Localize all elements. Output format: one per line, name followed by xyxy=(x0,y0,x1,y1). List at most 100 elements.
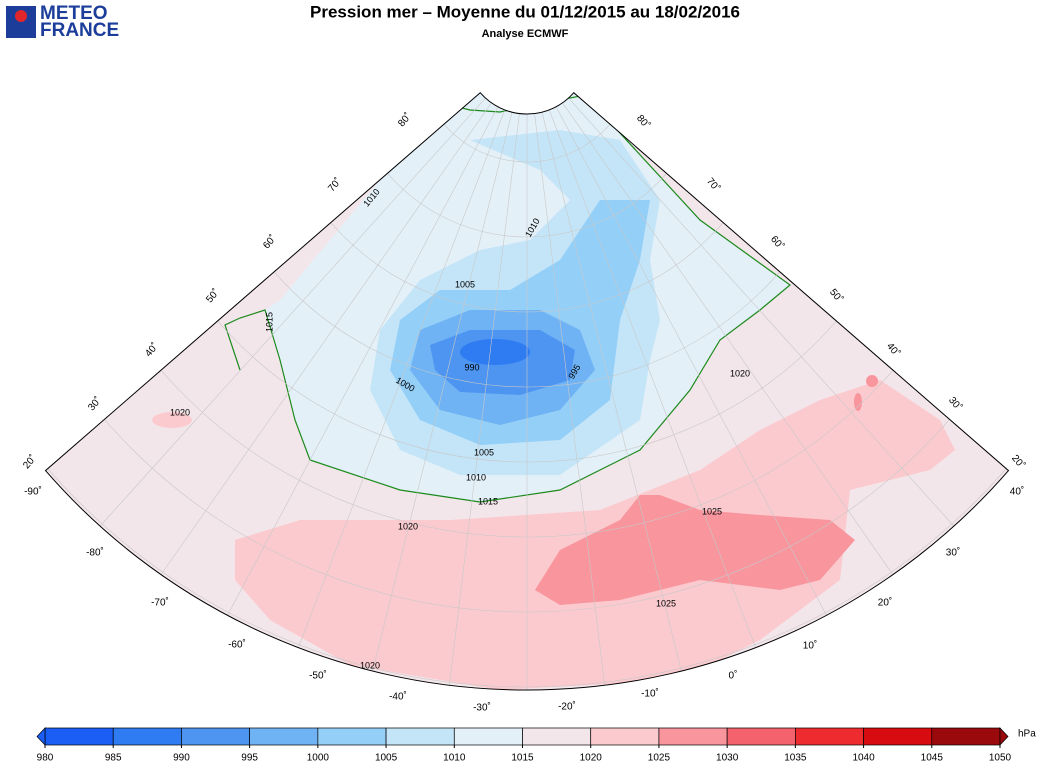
graticule xyxy=(562,102,895,577)
colorbar-tick-label: 995 xyxy=(241,753,258,764)
map-label: 60˚ xyxy=(260,232,278,251)
pressure-region xyxy=(854,393,862,411)
map-label: -80˚ xyxy=(86,547,104,559)
map-label: 80˚ xyxy=(634,112,652,131)
map-label: 20˚ xyxy=(878,597,892,609)
map-label: 30˚ xyxy=(946,547,960,559)
colorbar-tick-label: 980 xyxy=(37,753,54,764)
map-label: 30˚ xyxy=(946,394,964,413)
colorbar-swatch xyxy=(931,727,1001,746)
map-label: -90˚ xyxy=(24,486,42,498)
colorbar-tick-label: 1045 xyxy=(921,753,944,764)
colorbar-swatch xyxy=(590,727,660,746)
map-label: 1020 xyxy=(170,407,190,417)
map-label: -60˚ xyxy=(228,639,246,651)
map-label: 1010 xyxy=(466,472,486,482)
graticule xyxy=(448,113,520,688)
graticule xyxy=(568,97,956,528)
colorbar-tick-label: 1035 xyxy=(784,753,807,764)
map-label: 1020 xyxy=(730,368,750,378)
colorbar-tick-label: 1000 xyxy=(307,753,330,764)
map-label: 20˚ xyxy=(1009,452,1027,471)
pressure-region xyxy=(535,495,855,605)
colorbar-tick-label: 1040 xyxy=(852,753,875,764)
colorbar-swatch xyxy=(181,727,250,746)
colorbar-swatch xyxy=(795,727,864,746)
map-label: 40˚ xyxy=(884,340,902,359)
map-label: 30˚ xyxy=(85,394,103,413)
logo-dot xyxy=(15,10,27,22)
graticule xyxy=(98,97,486,528)
logo-text: METEO xyxy=(40,3,108,24)
map-label: -30˚ xyxy=(473,702,491,714)
map-label: -20˚ xyxy=(558,701,576,713)
map-label: -10˚ xyxy=(641,688,659,700)
graticule xyxy=(534,113,606,688)
colorbar-extend xyxy=(999,727,1009,746)
colorbar-tick-label: 1010 xyxy=(443,753,466,764)
map-label: -40˚ xyxy=(389,691,407,703)
colorbar-swatch xyxy=(112,727,182,746)
colorbar-tick-label: 1005 xyxy=(375,753,398,764)
colorbar-tick-label: 1020 xyxy=(580,753,603,764)
map-label: 40˚ xyxy=(1010,486,1024,498)
colorbar-swatch xyxy=(317,727,387,746)
map-label: 40˚ xyxy=(142,340,160,359)
map-label: 70˚ xyxy=(704,175,722,194)
map-label: 1015 xyxy=(478,496,498,506)
colorbar: 980 985 990 995 1000 1005 1010 1015 1020 1025 1030… xyxy=(36,727,1036,764)
title: Pression mer – Moyenne du 01/12/2015 au … xyxy=(310,2,740,21)
graticule xyxy=(555,106,828,618)
map-label: 1005 xyxy=(474,447,494,457)
colorbar-swatch xyxy=(249,727,319,746)
map-label: 20˚ xyxy=(20,452,38,471)
map-label: 1020 xyxy=(398,521,418,531)
pressure-region xyxy=(460,339,530,365)
map-label: 50˚ xyxy=(203,286,221,305)
map-fill xyxy=(45,92,1009,691)
map-label: 1020 xyxy=(360,660,380,670)
map-label: 1025 xyxy=(656,598,676,608)
logo: METEO FRANCE xyxy=(6,3,119,41)
map-label: -50˚ xyxy=(309,670,327,682)
graticule xyxy=(297,109,506,650)
colorbar-swatch xyxy=(726,727,796,746)
graticule xyxy=(159,102,492,577)
map-label: 60˚ xyxy=(768,233,786,252)
map-label: 10˚ xyxy=(803,640,817,652)
map-label: 0˚ xyxy=(729,670,738,682)
map-label: 80˚ xyxy=(395,110,413,129)
colorbar-tick-label: 1015 xyxy=(511,753,534,764)
colorbar-swatch xyxy=(522,727,592,746)
colorbar-swatch xyxy=(863,727,933,746)
colorbar-swatch xyxy=(453,727,523,746)
colorbar-tick-label: 985 xyxy=(105,753,122,764)
colorbar-tick-label: 1050 xyxy=(989,753,1012,764)
pressure-region xyxy=(152,412,192,428)
graticule xyxy=(226,106,499,618)
map-label: 990 xyxy=(464,362,479,372)
map-label: 50˚ xyxy=(827,286,845,305)
graticule xyxy=(371,112,513,674)
colorbar-tick-label: 1030 xyxy=(716,753,739,764)
colorbar-tick-label: 990 xyxy=(173,753,190,764)
map-label: 1015 xyxy=(264,312,274,332)
graticule xyxy=(548,109,757,650)
graticule xyxy=(541,112,683,674)
colorbar-swatch xyxy=(44,727,114,746)
map-label: -70˚ xyxy=(151,597,169,609)
logo-text: FRANCE xyxy=(40,20,119,41)
colorbar-tick-label: 1025 xyxy=(648,753,671,764)
colorbar-swatch xyxy=(385,727,455,746)
colorbar-swatch xyxy=(658,727,728,746)
pressure-region xyxy=(866,375,878,387)
map-frame xyxy=(44,91,1010,691)
map-label: 1005 xyxy=(455,279,475,289)
subtitle: Analyse ECMWF xyxy=(482,28,569,40)
colorbar-unit: hPa xyxy=(1018,729,1036,740)
map-label: 1025 xyxy=(702,506,722,516)
colorbar-extend xyxy=(36,727,46,746)
